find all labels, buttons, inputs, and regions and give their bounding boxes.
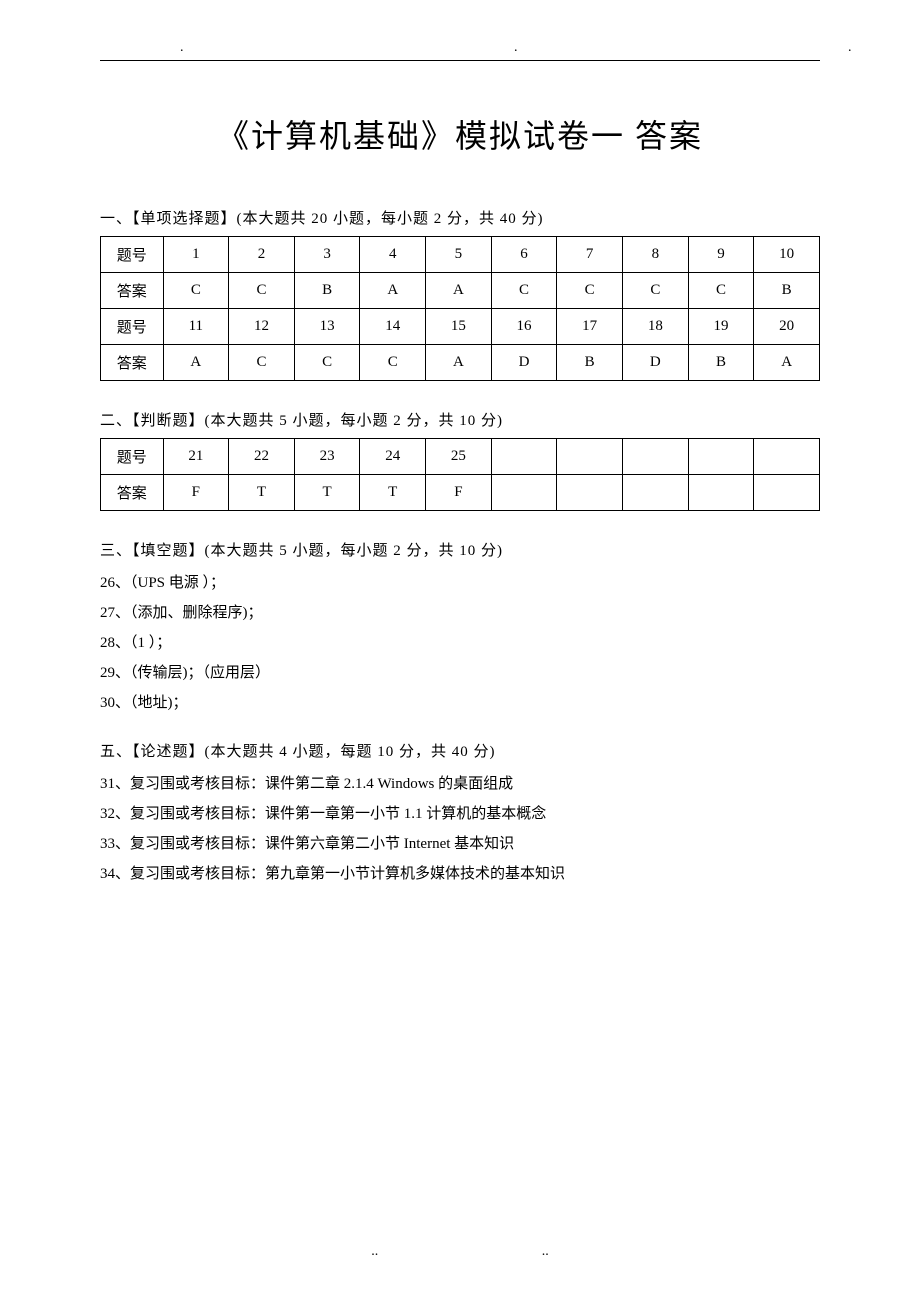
- row-label: 答案: [101, 345, 164, 381]
- cell: 1: [163, 237, 229, 273]
- cell: 19: [688, 309, 754, 345]
- header-dots: . . .: [100, 40, 820, 56]
- cell: T: [360, 475, 426, 511]
- cell: C: [229, 273, 295, 309]
- cell: 13: [294, 309, 360, 345]
- cell: F: [163, 475, 229, 511]
- section1-heading: 一、【单项选择题】(本大题共 20 小题，每小题 2 分，共 40 分): [100, 207, 820, 228]
- row-label: 答案: [101, 273, 164, 309]
- cell: [623, 439, 689, 475]
- cell: [557, 475, 623, 511]
- row-label: 答案: [101, 475, 164, 511]
- cell: 25: [426, 439, 492, 475]
- table-row: 题号 21 22 23 24 25: [101, 439, 820, 475]
- cell: A: [754, 345, 820, 381]
- cell: T: [294, 475, 360, 511]
- section2-heading: 二、【判断题】(本大题共 5 小题，每小题 2 分，共 10 分): [100, 409, 820, 430]
- cell: B: [754, 273, 820, 309]
- section5-heading: 五、【论述题】(本大题共 4 小题，每题 10 分，共 40 分): [100, 740, 820, 761]
- cell: 21: [163, 439, 229, 475]
- cell: 22: [229, 439, 295, 475]
- cell: 17: [557, 309, 623, 345]
- cell: [557, 439, 623, 475]
- cell: A: [163, 345, 229, 381]
- essay-item: 33、复习围或考核目标：课件第六章第二小节 Internet 基本知识: [100, 829, 820, 859]
- footer-dot-left: ..: [371, 1244, 378, 1260]
- cell: F: [426, 475, 492, 511]
- fill-item: 30、（地址)；: [100, 688, 820, 718]
- cell: 18: [623, 309, 689, 345]
- fill-item: 28、（1 ）；: [100, 628, 820, 658]
- cell: 3: [294, 237, 360, 273]
- cell: [491, 439, 557, 475]
- section1-table: 题号 1 2 3 4 5 6 7 8 9 10 答案 C C B A A C C…: [100, 236, 820, 381]
- cell: A: [360, 273, 426, 309]
- cell: B: [688, 345, 754, 381]
- cell: 2: [229, 237, 295, 273]
- table-row: 题号 11 12 13 14 15 16 17 18 19 20: [101, 309, 820, 345]
- table-row: 答案 F T T T F: [101, 475, 820, 511]
- footer-dot-right: ..: [542, 1244, 549, 1260]
- cell: D: [491, 345, 557, 381]
- essay-item: 31、复习围或考核目标：课件第二章 2.1.4 Windows 的桌面组成: [100, 769, 820, 799]
- page-title: 《计算机基础》模拟试卷一 答案: [100, 111, 820, 157]
- cell: [754, 439, 820, 475]
- cell: B: [294, 273, 360, 309]
- cell: C: [491, 273, 557, 309]
- cell: A: [426, 345, 492, 381]
- cell: C: [623, 273, 689, 309]
- cell: 23: [294, 439, 360, 475]
- header-line: [100, 60, 820, 61]
- cell: 10: [754, 237, 820, 273]
- cell: 14: [360, 309, 426, 345]
- cell: 5: [426, 237, 492, 273]
- footer-dots: .. ..: [0, 1244, 920, 1260]
- section3-heading: 三、【填空题】(本大题共 5 小题，每小题 2 分，共 10 分): [100, 539, 820, 560]
- cell: 11: [163, 309, 229, 345]
- section5-list: 31、复习围或考核目标：课件第二章 2.1.4 Windows 的桌面组成 32…: [100, 769, 820, 889]
- row-label: 题号: [101, 237, 164, 273]
- cell: 4: [360, 237, 426, 273]
- cell: [754, 475, 820, 511]
- cell: A: [426, 273, 492, 309]
- cell: D: [623, 345, 689, 381]
- cell: [623, 475, 689, 511]
- cell: 6: [491, 237, 557, 273]
- section2-table: 题号 21 22 23 24 25 答案 F T T T F: [100, 438, 820, 511]
- cell: C: [557, 273, 623, 309]
- cell: 24: [360, 439, 426, 475]
- cell: [688, 475, 754, 511]
- cell: B: [557, 345, 623, 381]
- cell: 16: [491, 309, 557, 345]
- table-row: 题号 1 2 3 4 5 6 7 8 9 10: [101, 237, 820, 273]
- row-label: 题号: [101, 309, 164, 345]
- cell: C: [688, 273, 754, 309]
- fill-item: 26、（UPS 电源 ）；: [100, 568, 820, 598]
- cell: C: [163, 273, 229, 309]
- cell: 9: [688, 237, 754, 273]
- cell: C: [229, 345, 295, 381]
- table-row: 答案 C C B A A C C C C B: [101, 273, 820, 309]
- cell: 20: [754, 309, 820, 345]
- cell: C: [360, 345, 426, 381]
- cell: T: [229, 475, 295, 511]
- fill-item: 27、（添加、删除程序)；: [100, 598, 820, 628]
- cell: 15: [426, 309, 492, 345]
- essay-item: 34、复习围或考核目标：第九章第一小节计算机多媒体技术的基本知识: [100, 859, 820, 889]
- cell: 12: [229, 309, 295, 345]
- essay-item: 32、复习围或考核目标：课件第一章第一小节 1.1 计算机的基本概念: [100, 799, 820, 829]
- table-row: 答案 A C C C A D B D B A: [101, 345, 820, 381]
- section3-list: 26、（UPS 电源 ）； 27、（添加、删除程序)； 28、（1 ）； 29、…: [100, 568, 820, 718]
- cell: [491, 475, 557, 511]
- cell: [688, 439, 754, 475]
- cell: C: [294, 345, 360, 381]
- fill-item: 29、（传输层)；（应用层）: [100, 658, 820, 688]
- row-label: 题号: [101, 439, 164, 475]
- cell: 8: [623, 237, 689, 273]
- cell: 7: [557, 237, 623, 273]
